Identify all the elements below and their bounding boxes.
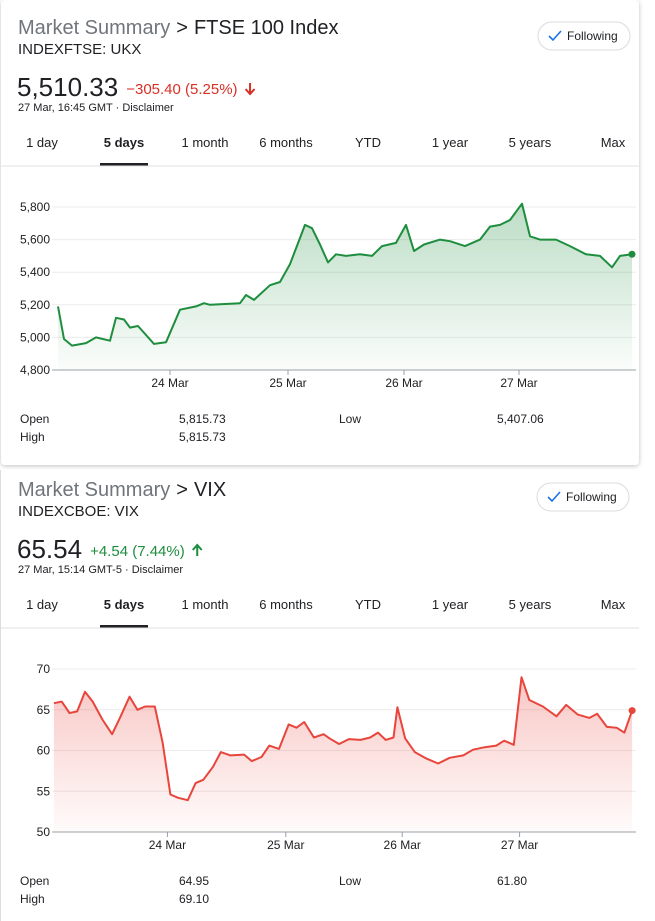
- index-name: FTSE 100 Index: [194, 17, 339, 39]
- timestamp: 27 Mar, 15:14 GMT-5 · Disclaimer: [18, 564, 183, 576]
- price: 5,510.33: [17, 72, 118, 102]
- separator: >: [176, 17, 188, 39]
- card-background: [1, 0, 639, 465]
- stat-value: 5,815.73: [179, 430, 226, 444]
- breadcrumb: Market Summary: [18, 479, 170, 501]
- change: −305.40 (5.25%): [126, 81, 237, 98]
- stat-value: 61.80: [497, 874, 527, 888]
- y-tick-label: 50: [37, 825, 51, 839]
- title: Market Summary > FTSE 100 Index: [18, 17, 338, 39]
- change: +4.54 (7.44%): [90, 543, 185, 560]
- y-tick-label: 70: [37, 662, 51, 676]
- stat-value: 69.10: [179, 892, 209, 906]
- stat-value: 5,815.73: [179, 412, 226, 426]
- range-tab[interactable]: 1 year: [432, 135, 469, 150]
- y-tick-label: 5,600: [20, 233, 50, 247]
- x-tick-label: 27 Mar: [501, 838, 538, 852]
- range-tab[interactable]: 1 day: [26, 597, 58, 612]
- area: [58, 203, 632, 370]
- tab-underline: [100, 163, 148, 166]
- check-icon: [548, 30, 562, 42]
- stat-value: 64.95: [179, 874, 209, 888]
- x-tick-label: 25 Mar: [267, 838, 304, 852]
- range-tab[interactable]: 1 month: [182, 135, 229, 150]
- area: [53, 677, 633, 832]
- check-icon: [547, 491, 561, 503]
- range-tab[interactable]: 1 day: [26, 135, 58, 150]
- follow-button[interactable]: [536, 482, 630, 512]
- range-tab[interactable]: 1 month: [182, 597, 229, 612]
- separator: >: [176, 479, 188, 501]
- y-tick-label: 4,800: [20, 363, 50, 377]
- stat-label: Open: [20, 412, 49, 426]
- price: 65.54: [17, 534, 82, 564]
- line: [53, 676, 634, 802]
- follow-label[interactable]: Following: [567, 29, 618, 43]
- y-tick-label: 5,000: [20, 330, 50, 344]
- breadcrumb: Market Summary: [18, 17, 170, 39]
- follow-label[interactable]: Following: [566, 490, 617, 504]
- x-tick-label: 25 Mar: [269, 376, 306, 390]
- tab-underline: [100, 625, 148, 628]
- stat-label: High: [20, 430, 45, 444]
- y-tick-label: 65: [37, 703, 51, 717]
- stat-label: Low: [339, 874, 361, 888]
- stat-label: High: [20, 892, 45, 906]
- x-tick-label: 26 Mar: [385, 376, 422, 390]
- card: Market Summary > FTSE 100 Index INDEXFTSE: …: [1, 17, 639, 444]
- y-tick-label: 55: [37, 784, 51, 798]
- range-tab[interactable]: 1 year: [432, 597, 469, 612]
- direction-arrow: [244, 83, 256, 96]
- stat-value: 5,407.06: [497, 412, 544, 426]
- x-tick-label: 24 Mar: [151, 376, 188, 390]
- x-tick-label: 26 Mar: [384, 838, 421, 852]
- range-tab[interactable]: 6 months: [259, 135, 313, 150]
- ticker: INDEXFTSE: UKX: [18, 41, 141, 58]
- last-point: [628, 707, 636, 715]
- index-name: VIX: [194, 479, 226, 501]
- range-tab[interactable]: 6 months: [259, 597, 313, 612]
- x-tick-label: 24 Mar: [149, 838, 186, 852]
- timestamp: 27 Mar, 16:45 GMT · Disclaimer: [18, 102, 174, 114]
- range-tab[interactable]: 5 years: [509, 135, 552, 150]
- y-tick-label: 60: [37, 744, 51, 758]
- line: [57, 202, 633, 347]
- x-tick-label: 27 Mar: [500, 376, 537, 390]
- stat-label: Low: [339, 412, 361, 426]
- range-tab[interactable]: Max: [601, 597, 626, 612]
- card-background: [0, 470, 655, 921]
- ticker: INDEXCBOE: VIX: [18, 503, 139, 520]
- card: Market Summary > VIX INDEXCBOE: VIX 65.54 +4.…: [1, 479, 639, 906]
- range-tab[interactable]: YTD: [355, 135, 381, 150]
- last-point: [628, 250, 636, 258]
- y-tick-label: 5,200: [20, 298, 50, 312]
- range-tab[interactable]: Max: [601, 135, 626, 150]
- y-tick-label: 5,400: [20, 265, 50, 279]
- range-tab[interactable]: YTD: [355, 597, 381, 612]
- title: Market Summary > VIX: [18, 479, 226, 501]
- range-tab[interactable]: 5 days: [104, 135, 144, 150]
- range-tab[interactable]: 5 days: [104, 597, 144, 612]
- y-tick-label: 5,800: [20, 200, 50, 214]
- direction-arrow: [191, 543, 203, 556]
- range-tab[interactable]: 5 years: [509, 597, 552, 612]
- stat-label: Open: [20, 874, 49, 888]
- follow-button[interactable]: [537, 21, 631, 51]
